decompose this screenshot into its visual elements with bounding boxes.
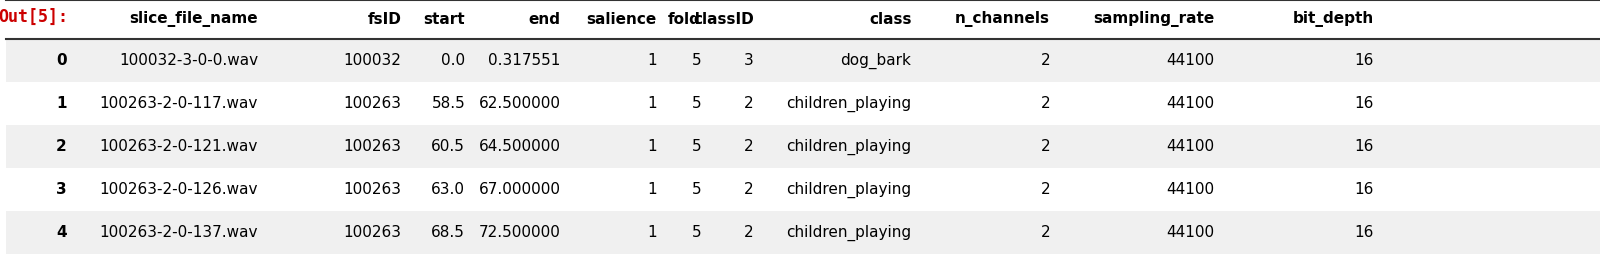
Text: 5: 5	[691, 53, 701, 68]
Text: 0: 0	[56, 53, 67, 68]
Text: dog_bark: dog_bark	[840, 52, 912, 69]
Text: 4: 4	[56, 225, 67, 240]
Text: 44100: 44100	[1166, 225, 1214, 240]
Text: fold: fold	[669, 12, 701, 27]
Text: 16: 16	[1354, 53, 1374, 68]
Text: 2: 2	[744, 96, 754, 111]
Text: 63.0: 63.0	[432, 182, 466, 197]
Text: salience: salience	[586, 12, 656, 27]
Text: 3: 3	[744, 53, 754, 68]
Text: 5: 5	[691, 139, 701, 154]
Text: class: class	[869, 12, 912, 27]
Text: slice_file_name: slice_file_name	[130, 11, 258, 28]
Text: 0.0: 0.0	[442, 53, 466, 68]
Text: children_playing: children_playing	[786, 138, 912, 155]
Bar	[6, 168, 1600, 211]
Text: 16: 16	[1354, 225, 1374, 240]
Text: 5: 5	[691, 182, 701, 197]
Text: 44100: 44100	[1166, 53, 1214, 68]
Text: 2: 2	[1040, 182, 1050, 197]
Text: 2: 2	[744, 139, 754, 154]
Text: 1: 1	[646, 182, 656, 197]
Text: 2: 2	[744, 182, 754, 197]
Text: 2: 2	[1040, 53, 1050, 68]
Text: Out[5]:: Out[5]:	[0, 8, 69, 26]
Bar	[6, 125, 1600, 168]
Text: 68.5: 68.5	[432, 225, 466, 240]
Text: 5: 5	[691, 225, 701, 240]
Text: bit_depth: bit_depth	[1293, 11, 1374, 28]
Text: 44100: 44100	[1166, 182, 1214, 197]
Text: 100032: 100032	[344, 53, 402, 68]
Text: 2: 2	[56, 139, 67, 154]
Text: 1: 1	[646, 139, 656, 154]
Text: 44100: 44100	[1166, 96, 1214, 111]
Text: 72.500000: 72.500000	[478, 225, 562, 240]
Text: 62.500000: 62.500000	[478, 96, 562, 111]
Text: n_channels: n_channels	[955, 11, 1050, 28]
Text: 1: 1	[646, 96, 656, 111]
Text: 44100: 44100	[1166, 139, 1214, 154]
Text: 100263: 100263	[344, 96, 402, 111]
Text: 2: 2	[1040, 139, 1050, 154]
Text: 16: 16	[1354, 182, 1374, 197]
Text: 100032-3-0-0.wav: 100032-3-0-0.wav	[118, 53, 258, 68]
Text: 3: 3	[56, 182, 67, 197]
Text: sampling_rate: sampling_rate	[1093, 11, 1214, 28]
Text: 64.500000: 64.500000	[478, 139, 562, 154]
Text: children_playing: children_playing	[786, 225, 912, 241]
Text: 5: 5	[691, 96, 701, 111]
Text: classID: classID	[693, 12, 754, 27]
Text: 1: 1	[646, 53, 656, 68]
Bar	[6, 82, 1600, 125]
Text: 0.317551: 0.317551	[488, 53, 562, 68]
Text: 67.000000: 67.000000	[478, 182, 562, 197]
Text: children_playing: children_playing	[786, 95, 912, 112]
Text: end: end	[530, 12, 562, 27]
Text: children_playing: children_playing	[786, 182, 912, 198]
Text: 100263-2-0-137.wav: 100263-2-0-137.wav	[99, 225, 258, 240]
Bar	[6, 211, 1600, 254]
Text: 16: 16	[1354, 139, 1374, 154]
Text: 100263: 100263	[344, 182, 402, 197]
Bar	[6, 39, 1600, 82]
Text: 2: 2	[1040, 96, 1050, 111]
Text: 100263-2-0-126.wav: 100263-2-0-126.wav	[99, 182, 258, 197]
Text: 60.5: 60.5	[432, 139, 466, 154]
Text: 58.5: 58.5	[432, 96, 466, 111]
Text: 100263: 100263	[344, 225, 402, 240]
Text: 1: 1	[646, 225, 656, 240]
Text: 2: 2	[1040, 225, 1050, 240]
Text: start: start	[424, 12, 466, 27]
Text: 16: 16	[1354, 96, 1374, 111]
Text: 100263-2-0-117.wav: 100263-2-0-117.wav	[99, 96, 258, 111]
Text: 1: 1	[56, 96, 67, 111]
Text: 2: 2	[744, 225, 754, 240]
Text: 100263-2-0-121.wav: 100263-2-0-121.wav	[99, 139, 258, 154]
Text: fsID: fsID	[368, 12, 402, 27]
Text: 100263: 100263	[344, 139, 402, 154]
